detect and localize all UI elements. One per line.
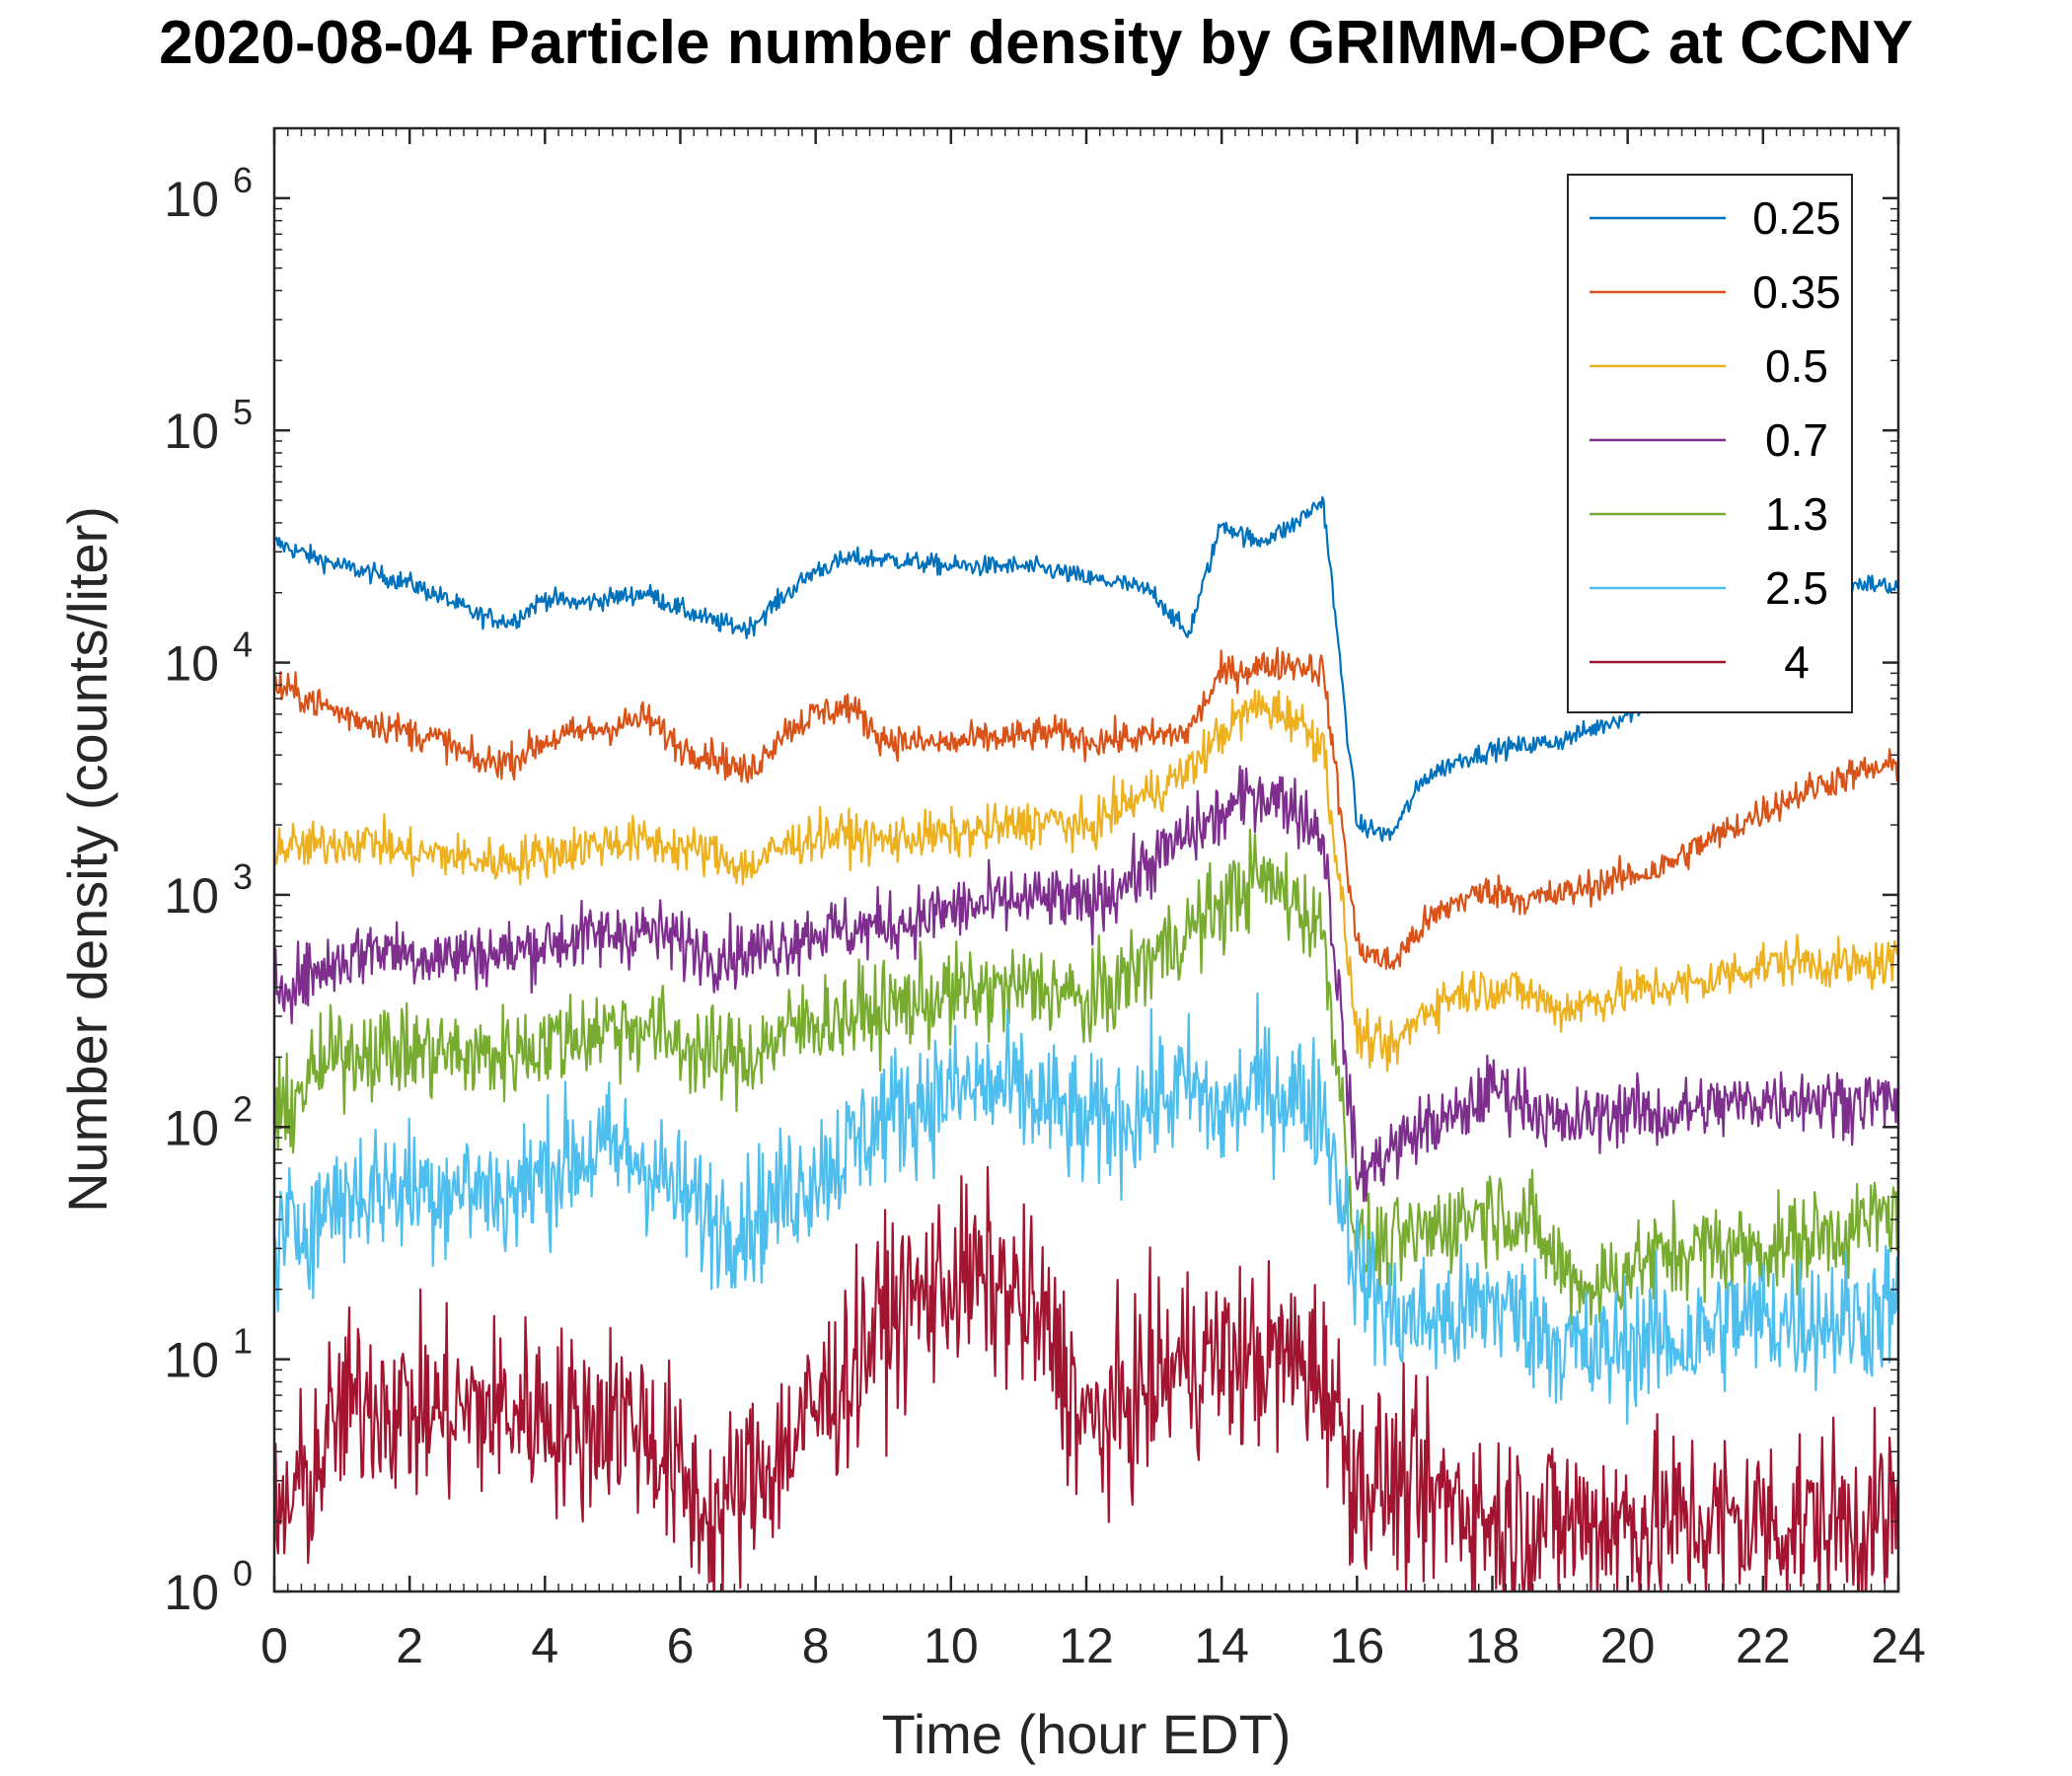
legend-label: 0.35 <box>1752 266 1841 318</box>
y-tick-exponent: 2 <box>233 1088 253 1129</box>
legend: 0.25 0.35 0.5 0.7 1.3 2.5 4 <box>1567 174 1853 713</box>
x-axis-label: Time (hour EDT) <box>882 1703 1292 1765</box>
x-tick-label: 6 <box>667 1618 695 1673</box>
legend-label: 0.25 <box>1752 192 1841 244</box>
y-tick-exponent: 1 <box>233 1321 253 1362</box>
x-tick-label: 12 <box>1059 1618 1114 1673</box>
legend-label: 2.5 <box>1765 562 1828 614</box>
y-tick-label: 10 <box>164 1565 219 1620</box>
series-layer <box>274 495 1898 1591</box>
x-tick-label: 22 <box>1736 1618 1791 1673</box>
x-tick-label: 8 <box>802 1618 830 1673</box>
series-line-4 <box>274 828 1898 1326</box>
y-tick-exponent: 0 <box>233 1553 253 1593</box>
x-tick-label: 18 <box>1465 1618 1520 1673</box>
x-tick-label: 0 <box>260 1618 288 1673</box>
y-tick-label: 10 <box>164 404 219 459</box>
y-tick-exponent: 4 <box>233 625 253 665</box>
x-tick-label: 2 <box>396 1618 423 1673</box>
y-tick-label: 10 <box>164 1333 219 1388</box>
y-axis-label: Number density (counts/liter) <box>56 506 118 1213</box>
series-line-0 <box>274 495 1898 843</box>
chart-title: 2020-08-04 Particle number density by GR… <box>159 9 1913 77</box>
series-line-1 <box>274 646 1898 971</box>
legend-label: 0.5 <box>1765 340 1828 392</box>
y-tick-exponent: 6 <box>233 160 253 200</box>
series-line-6 <box>274 1165 1898 1591</box>
x-tick-label: 24 <box>1871 1618 1926 1673</box>
series-line-2 <box>274 689 1898 1073</box>
series-line-3 <box>274 765 1898 1203</box>
x-tick-label: 10 <box>924 1618 979 1673</box>
y-tick-label: 10 <box>164 172 219 227</box>
legend-box <box>1567 174 1853 713</box>
x-tick-label: 14 <box>1194 1618 1249 1673</box>
legend-label: 4 <box>1784 636 1810 688</box>
y-tick-exponent: 5 <box>233 392 253 432</box>
x-tick-label: 4 <box>531 1618 558 1673</box>
y-tick-label: 10 <box>164 868 219 924</box>
legend-label: 0.7 <box>1765 414 1828 466</box>
series-line-5 <box>274 992 1898 1426</box>
y-tick-label: 10 <box>164 636 219 692</box>
y-tick-label: 10 <box>164 1100 219 1155</box>
x-tick-label: 16 <box>1330 1618 1385 1673</box>
legend-label: 1.3 <box>1765 488 1828 540</box>
x-tick-label: 20 <box>1600 1618 1656 1673</box>
y-tick-exponent: 3 <box>233 856 253 897</box>
